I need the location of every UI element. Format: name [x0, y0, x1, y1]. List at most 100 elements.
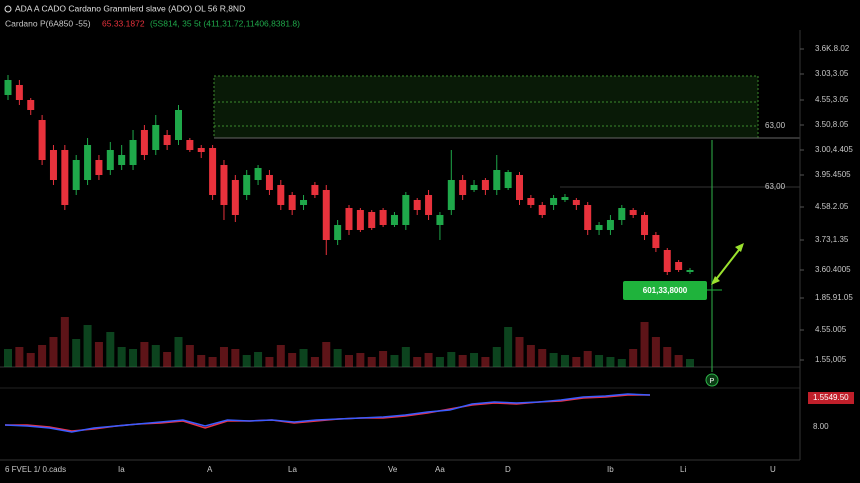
- candle-body: [49, 150, 57, 180]
- volume-bar: [163, 352, 172, 367]
- candle-body: [516, 175, 523, 200]
- candle-body: [254, 168, 262, 180]
- subtitle: Cardano P(6A850 -55): [5, 18, 91, 28]
- volume-bar: [663, 347, 672, 367]
- candle-body: [470, 185, 478, 190]
- x-tick-label: Aa: [435, 465, 445, 474]
- volume-bar: [219, 347, 228, 367]
- y-tick-label: 3.6K.8.02: [815, 44, 850, 53]
- volume-bar: [310, 357, 319, 367]
- volume-bar: [413, 357, 422, 367]
- candle-body: [197, 148, 205, 152]
- candle-body: [481, 180, 489, 190]
- candle-body: [175, 110, 182, 140]
- x-tick-label: Ib: [607, 465, 614, 474]
- candle-body: [300, 200, 308, 205]
- candle-body: [618, 208, 626, 220]
- volume-bar: [299, 349, 308, 367]
- candle-body: [493, 170, 501, 190]
- y-tick-label: 3.95.4505: [815, 170, 851, 179]
- candle-body: [425, 195, 433, 215]
- volume-bar: [367, 357, 376, 367]
- volume-bar: [447, 352, 456, 367]
- volume-bar: [560, 355, 569, 367]
- marker-label: P: [710, 378, 715, 385]
- price-badge: [623, 281, 707, 300]
- volume-bar: [4, 349, 12, 367]
- volume-bar: [606, 357, 615, 367]
- candle-body: [288, 195, 296, 210]
- candle-body: [220, 165, 228, 205]
- y-tick-label: 1.55,005: [815, 355, 847, 364]
- x-tick-label: Li: [680, 465, 686, 474]
- volume-bar: [515, 337, 524, 367]
- volume-bar: [526, 345, 535, 367]
- candle-body: [27, 100, 35, 110]
- arrow-head: [711, 243, 744, 285]
- y-tick-label: 3.60.4005: [815, 265, 851, 274]
- volume-bar: [458, 355, 467, 367]
- volume-bar: [356, 353, 365, 367]
- volume-bar: [140, 342, 149, 367]
- candle-body: [413, 200, 421, 210]
- y-tick-label: 3.73,1.35: [815, 235, 849, 244]
- volume-bar: [549, 353, 558, 367]
- candle-body: [641, 215, 649, 235]
- price-badge-label: 601,33,8000: [643, 286, 688, 295]
- indicator-tick: 8.00: [813, 422, 829, 431]
- candle-body: [550, 198, 558, 205]
- volume-bar: [504, 327, 513, 367]
- marker: [705, 373, 719, 387]
- subtitle-values: (5S814, 35 5t (411,31.72,11406,8381.8): [150, 18, 300, 28]
- indicator-label: 1.5549.50: [813, 393, 849, 402]
- candle-body: [368, 212, 376, 228]
- volume-bar: [379, 351, 388, 367]
- y-tick-label: 4.55,3.05: [815, 95, 849, 104]
- candle-body: [675, 262, 683, 270]
- arrow: [713, 245, 743, 283]
- volume-bar: [583, 351, 592, 367]
- candle-body: [243, 175, 251, 195]
- volume-bar: [333, 349, 342, 367]
- volume-bar: [435, 357, 444, 367]
- candle-body: [572, 200, 580, 205]
- candle-body: [334, 225, 342, 240]
- x-tick-label: 6 FVEL 1/ 0.cads: [5, 465, 66, 474]
- volume-bar: [242, 355, 251, 367]
- candle-body: [379, 210, 387, 225]
- y-tick-label: 3.00,4.405: [815, 145, 853, 154]
- volume-bar: [94, 342, 103, 367]
- candle-body: [436, 215, 444, 225]
- candle-body: [311, 185, 319, 195]
- candle-body: [72, 160, 80, 190]
- candle-body: [345, 208, 353, 230]
- indicator-line: [4, 393, 651, 433]
- volume-bar: [640, 322, 649, 367]
- volume-bar: [129, 349, 138, 367]
- volume-bar: [481, 357, 490, 367]
- indicator-badge: [808, 392, 854, 404]
- candle-body: [15, 85, 23, 100]
- candle-body: [152, 125, 160, 150]
- volume-bar: [83, 325, 92, 367]
- candle-body: [606, 220, 614, 230]
- candle-body: [527, 198, 535, 205]
- volume-bar: [254, 352, 263, 367]
- candle-body: [686, 270, 694, 272]
- annotation: 63,00: [765, 182, 786, 191]
- volume-bar: [185, 345, 194, 367]
- candle-body: [390, 215, 398, 225]
- candle-body: [277, 185, 285, 205]
- volume-bar: [60, 317, 69, 367]
- candle-body: [140, 130, 148, 155]
- candle-body: [447, 180, 455, 210]
- volume-bar: [572, 357, 581, 367]
- candle-body: [584, 205, 592, 230]
- chart-title: ADA A CADO Cardano Granmlerd slave (ADO)…: [15, 3, 245, 13]
- candle-body: [231, 180, 239, 215]
- candle-body: [265, 175, 273, 190]
- candle-body: [504, 172, 512, 188]
- volume-bar: [470, 353, 479, 367]
